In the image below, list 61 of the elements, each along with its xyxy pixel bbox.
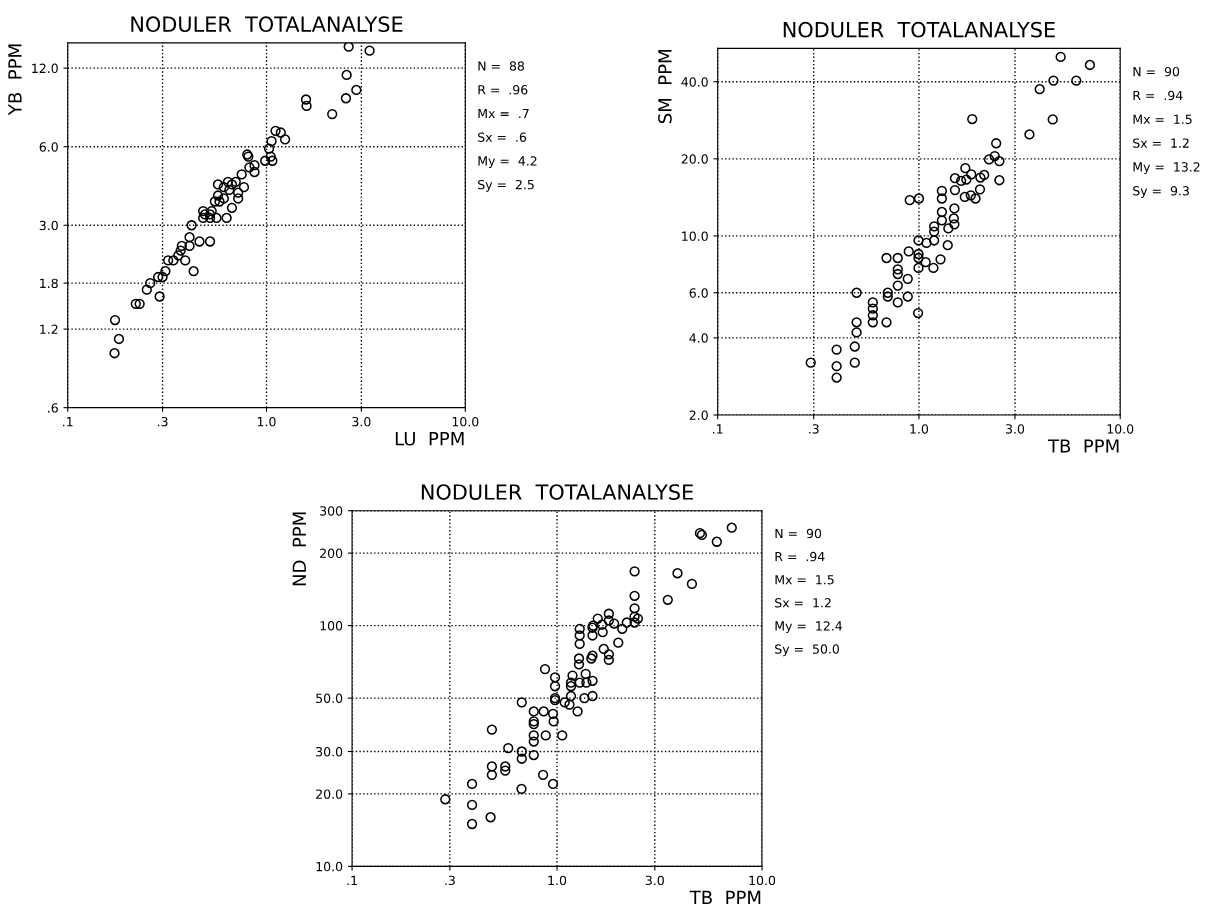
text: N = 88 bbox=[478, 61, 525, 71]
y-axis-title: YB PPM bbox=[8, 44, 22, 116]
x-tick-label: 3.0 bbox=[645, 875, 664, 886]
x-tick-label: 1.0 bbox=[548, 875, 567, 886]
chart-title: NODULER TOTALANALYSE bbox=[421, 484, 693, 500]
chart-title: NODULER TOTALANALYSE bbox=[783, 21, 1055, 38]
x-tick-label: .1 bbox=[713, 424, 723, 434]
text: Mx = 1.5 bbox=[1133, 114, 1192, 124]
y-tick-label: 4.0 bbox=[689, 333, 708, 343]
x-tick-label: 10.0 bbox=[749, 875, 776, 886]
y-tick-label: 3.0 bbox=[39, 220, 58, 231]
x-tick-label: .1 bbox=[347, 875, 357, 885]
text: Sy = 9.3 bbox=[1133, 186, 1189, 198]
text: N = 90 bbox=[775, 528, 822, 539]
y-tick-label: 6.0 bbox=[39, 142, 58, 152]
x-tick-label: 3.0 bbox=[352, 416, 371, 427]
y-tick-label: 20.0 bbox=[681, 154, 708, 164]
x-tick-label: 10.0 bbox=[1107, 424, 1134, 434]
text: Sx = 1.2 bbox=[1133, 138, 1189, 148]
x-tick-label: 10.0 bbox=[452, 416, 479, 427]
text: R = .96 bbox=[478, 85, 528, 95]
y-tick-label: 10.0 bbox=[682, 231, 708, 241]
chart-title: NODULER TOTALANALYSE bbox=[131, 16, 403, 33]
y-tick-label: 1.2 bbox=[40, 324, 58, 334]
y-tick-label: 40.0 bbox=[681, 77, 708, 87]
text: Mx = 1.5 bbox=[775, 575, 834, 585]
x-axis-title: TB PPM bbox=[689, 890, 761, 905]
x-tick-label: 3.0 bbox=[1005, 424, 1025, 434]
x-tick-label: .3 bbox=[809, 424, 819, 434]
y-tick-label: 12.0 bbox=[32, 63, 58, 74]
x-tick-label: .3 bbox=[445, 875, 455, 886]
x-axis-title: TB PPM bbox=[1047, 439, 1119, 453]
text: Sx = .6 bbox=[478, 132, 527, 142]
x-axis-title: LU PPM bbox=[395, 432, 464, 446]
x-tick-label: .3 bbox=[157, 416, 168, 427]
y-tick-label: 100 bbox=[320, 621, 343, 631]
text: R = .94 bbox=[1133, 90, 1183, 101]
y-tick-label: .6 bbox=[48, 403, 58, 413]
y-tick-label: 200 bbox=[320, 548, 343, 559]
y-tick-label: 6.0 bbox=[689, 288, 708, 298]
y-tick-label: 10.0 bbox=[316, 861, 343, 872]
text: Sy = 50.0 bbox=[775, 644, 840, 657]
x-tick-label: .1 bbox=[63, 417, 73, 427]
text: N = 90 bbox=[1133, 66, 1180, 77]
text: My = 4.2 bbox=[478, 156, 537, 169]
text: R = .94 bbox=[775, 551, 825, 562]
text: My = 13.2 bbox=[1133, 162, 1200, 175]
y-tick-label: 50.0 bbox=[316, 693, 343, 704]
text: My = 12.4 bbox=[775, 621, 842, 634]
text: Mx = .7 bbox=[478, 108, 529, 119]
y-tick-label: 2.0 bbox=[689, 410, 708, 420]
y-axis-title: SM PPM bbox=[658, 50, 672, 124]
y-axis-title: ND PPM bbox=[292, 512, 306, 586]
y-tick-label: 30.0 bbox=[316, 746, 343, 757]
x-tick-label: 1.0 bbox=[910, 424, 929, 434]
x-tick-label: 1.0 bbox=[257, 416, 276, 427]
y-tick-label: 20.0 bbox=[316, 789, 343, 799]
y-tick-label: 300 bbox=[320, 506, 343, 516]
text: Sx = 1.2 bbox=[775, 598, 831, 608]
y-tick-label: 1.8 bbox=[40, 278, 58, 289]
text: Sy = 2.5 bbox=[478, 179, 534, 192]
